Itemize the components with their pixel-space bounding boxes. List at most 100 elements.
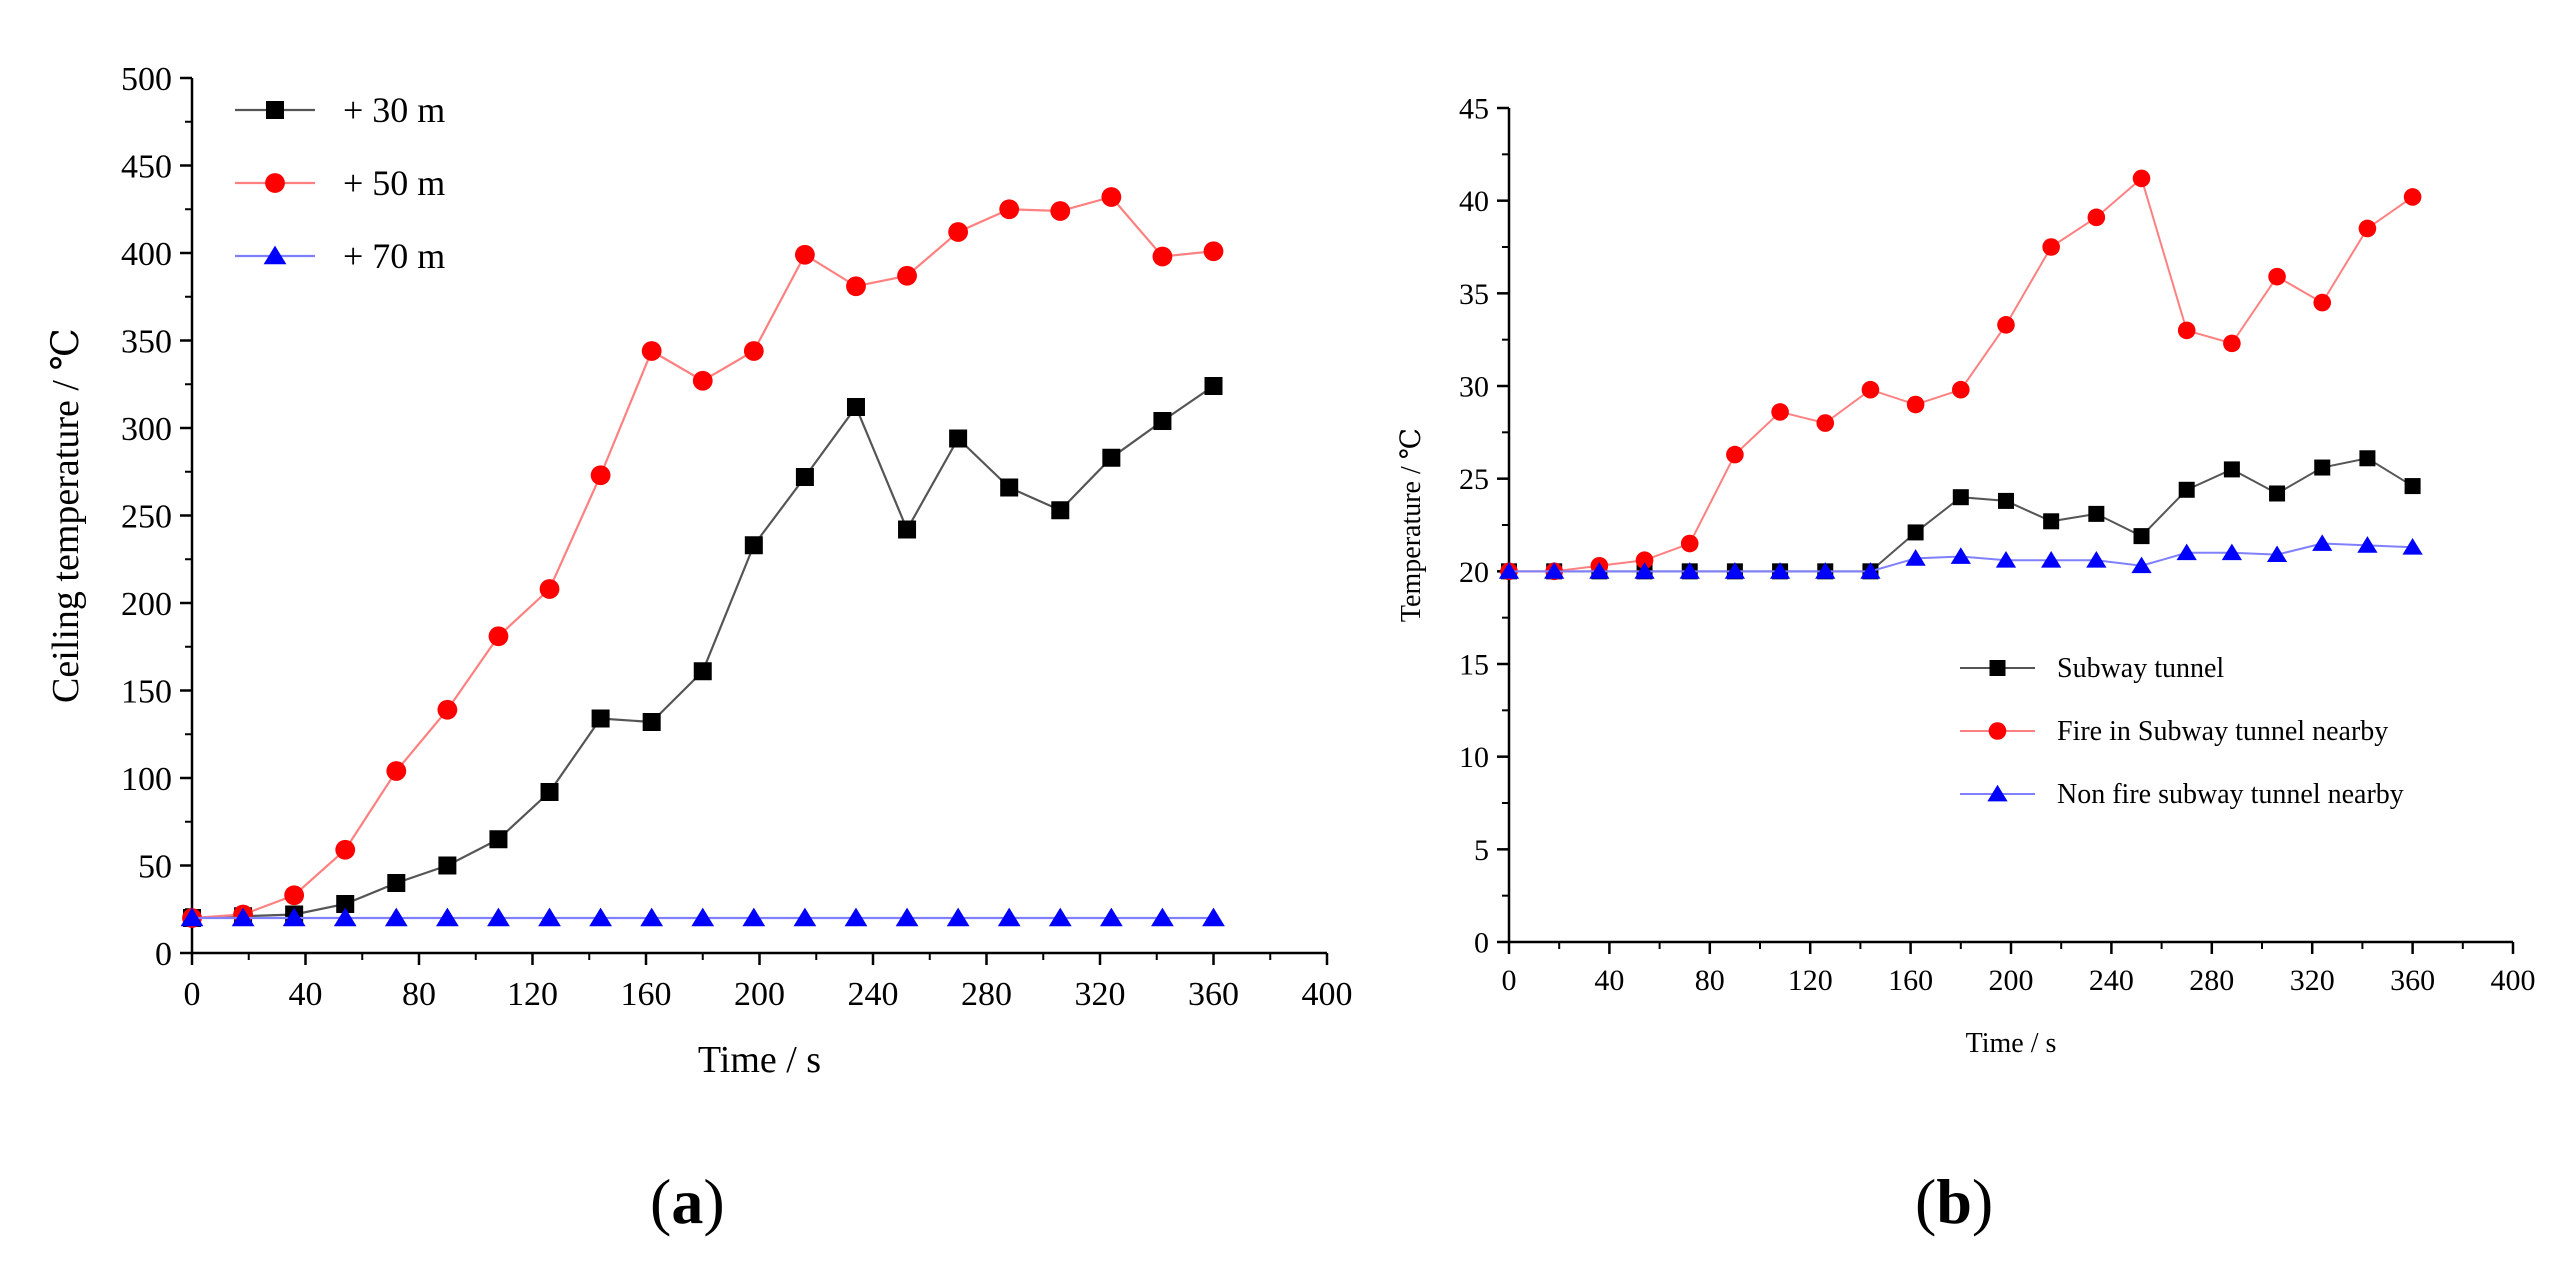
chart-a-series-2-point: [793, 907, 817, 927]
chart-b-series-0-point: [2269, 485, 2286, 502]
chart-a-y-tick-label: 300: [121, 411, 172, 448]
chart-a-legend-label-0: + 30 m: [343, 90, 445, 130]
chart-a-series-0-point: [898, 520, 917, 539]
chart-a-series-1-point: [692, 370, 713, 391]
chart-a-x-tick-label: 400: [1302, 976, 1353, 1013]
chart-b-series-line-1: [1509, 176, 2414, 573]
chart-a-series-1-point: [999, 199, 1020, 220]
chart-b-series-2-point: [1995, 551, 2017, 568]
chart-a-y-tick-label: 50: [138, 848, 172, 885]
chart-a-series-1-point: [641, 341, 662, 361]
chart-b-y-tick-label: 5: [1474, 834, 1489, 867]
chart-b-series-1-point: [2223, 334, 2241, 353]
chart-a-legend-label-2: + 70 m: [343, 236, 445, 276]
chart-a-series-0-point: [387, 874, 406, 892]
chart-a-y-axis-label: Ceiling temperature / ℃: [45, 328, 87, 703]
chart-a-series-0-point: [846, 398, 865, 416]
chart-b-series-2-point: [2402, 538, 2423, 555]
chart-a-series-2-point: [487, 907, 510, 927]
chart-b-x-tick-label: 120: [1788, 964, 1833, 997]
chart-a-series-0-point: [1153, 412, 1172, 430]
chart-b-series-2-point: [2131, 556, 2152, 574]
chart-b-legend-label-0: Subway tunnel: [2057, 653, 2224, 684]
chart-a-series-2-point: [180, 907, 204, 927]
chart-b-series-1-point: [2313, 293, 2332, 312]
chart-b-series-2-point: [1498, 562, 1520, 579]
chart-b-series-2-point: [2221, 543, 2242, 561]
chart-b-series-2-point: [1634, 562, 1655, 579]
chart-a-series-0-point: [489, 830, 508, 849]
chart-b-y-tick-label: 35: [1459, 278, 1489, 311]
chart-a-x-tick-label: 240: [848, 976, 899, 1013]
chart-a-series-1-point: [1050, 201, 1071, 221]
chart-b-y-tick-label: 30: [1459, 371, 1489, 404]
chart-b-series-2-point: [1905, 549, 1926, 566]
chart-b-series-2-point: [1544, 562, 1565, 579]
chart-a-legend-marker-0: [266, 101, 284, 119]
chart-b-x-tick-label: 0: [1502, 964, 1517, 997]
chart-a-y-tick-label: 350: [121, 323, 172, 360]
chart-b-series-0-point: [1907, 524, 1924, 541]
chart-b-series-0-point: [2043, 513, 2060, 530]
chart-b-y-tick-label: 15: [1459, 649, 1489, 682]
chart-b-series-1-point: [2358, 219, 2377, 238]
chart-a-series-0-point: [336, 895, 355, 913]
chart-b-legend-label-2: Non fire subway tunnel nearby: [2057, 779, 2404, 810]
chart-b-x-tick-label: 240: [2089, 964, 2134, 997]
chart-a-series-1-point: [1101, 187, 1122, 207]
chart-b-y-tick-label: 25: [1459, 463, 1489, 496]
chart-b-y-tick-label: 20: [1459, 556, 1489, 589]
chart-b-series-1-point: [1906, 395, 1925, 414]
chart-a-series-1-point: [897, 265, 917, 286]
chart-b-series-2-point: [2041, 551, 2062, 568]
chart-a: 0 40 80 120 160 200 240 280 320 360 400 0 50 100 150 20…: [45, 61, 1353, 1081]
chart-a-x-tick-label: 360: [1188, 976, 1239, 1013]
chart-b-series-1-point: [1861, 380, 1880, 399]
chart-a-series-1-point: [488, 626, 509, 647]
chart-a-series-1-point: [795, 244, 815, 265]
chart-b-series-0-point: [2133, 528, 2150, 545]
chart-b-series-1-point: [1952, 380, 1970, 399]
chart-a-series-1-point: [743, 341, 764, 361]
chart-a-series-2-point: [844, 907, 868, 927]
panel-label-b: (b): [1915, 1166, 1994, 1237]
chart-b-series-0-point: [2359, 450, 2376, 467]
chart-a-series-0-point: [949, 429, 968, 448]
chart-b-series-0-point: [1997, 492, 2014, 509]
chart-a-series-0-point: [693, 662, 712, 681]
chart-a-y-tick-label: 150: [121, 673, 172, 710]
chart-b-legend-marker-0: [1989, 660, 2006, 676]
chart-a-series-0-point: [591, 709, 610, 728]
chart-a-series-2-point: [997, 907, 1021, 927]
chart-b-series-1-point: [1816, 414, 1835, 432]
chart-a-series-1-point: [284, 885, 305, 906]
chart-b-series-2-point: [2312, 534, 2333, 551]
chart-b-x-tick-label: 360: [2390, 964, 2435, 997]
chart-b-series-2-point: [1724, 562, 1746, 579]
chart-b-series-0-point: [2178, 481, 2195, 498]
chart-a-series-0-point: [1000, 478, 1019, 497]
chart-b-series-0-point: [2223, 461, 2240, 478]
chart-a-y-tick-label: 500: [121, 61, 172, 98]
chart-a-x-tick-label: 320: [1075, 976, 1126, 1013]
chart-a-y-tick-label: 0: [155, 936, 172, 973]
chart-b-series-0-point: [1952, 489, 1969, 506]
chart-a-series-2-point: [691, 907, 715, 927]
chart-a-series-line-0: [191, 385, 1215, 920]
chart-b-series-1-point: [1726, 445, 1744, 464]
chart-a-x-tick-label: 40: [289, 976, 323, 1013]
chart-a-series-0-point: [540, 783, 559, 801]
chart-a-series-2-point: [589, 907, 612, 927]
chart-b-y-axis-label: Temperature / ℃: [1396, 428, 1427, 622]
chart-a-series-1-point: [335, 839, 356, 860]
chart-b-series-2-point: [1679, 562, 1700, 579]
chart-a-series-2-point: [1099, 907, 1123, 927]
chart-a-series-0-point: [744, 536, 763, 555]
chart-b-series-1-point: [1680, 534, 1699, 553]
chart-b-series-2-point: [1950, 547, 1971, 564]
chart-b-series-2-point: [2357, 536, 2378, 553]
chart-a-series-line-1: [191, 195, 1214, 920]
chart-a-series-1-point: [437, 699, 458, 720]
panel-label-b-letter: b: [1936, 1166, 1972, 1237]
chart-a-series-2-point: [1202, 907, 1225, 927]
